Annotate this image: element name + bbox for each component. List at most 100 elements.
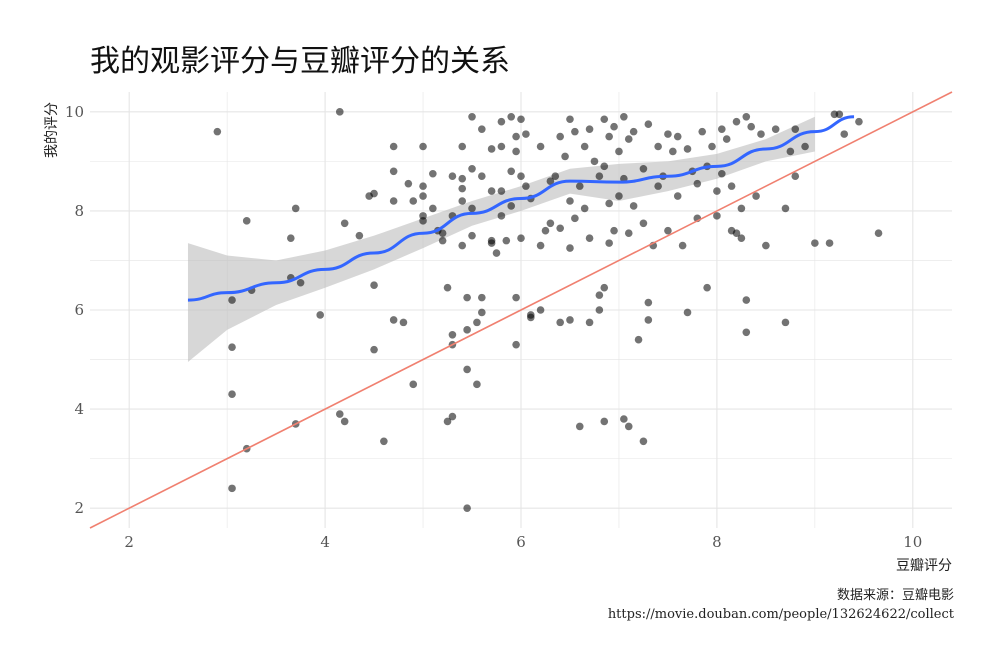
- data-point: [512, 340, 520, 349]
- x-tick-label: 10: [903, 533, 922, 551]
- data-point: [296, 278, 305, 287]
- data-point: [287, 234, 295, 242]
- data-point: [571, 127, 579, 136]
- data-point: [419, 182, 427, 190]
- data-point: [443, 283, 452, 292]
- data-point: [757, 130, 765, 138]
- data-point: [409, 197, 418, 205]
- y-tick-label: 8: [74, 202, 84, 220]
- data-point: [487, 145, 496, 153]
- caption-source: 数据来源：豆瓣电影: [836, 588, 954, 603]
- data-point: [752, 192, 760, 200]
- data-point: [747, 122, 755, 131]
- data-point: [228, 484, 236, 493]
- data-point: [546, 219, 555, 228]
- x-tick-label: 4: [320, 533, 330, 551]
- data-point: [370, 281, 378, 290]
- smooth-trend-line: [187, 115, 855, 302]
- data-point: [575, 182, 584, 190]
- data-point: [722, 135, 731, 143]
- data-point: [683, 145, 692, 153]
- data-point: [742, 296, 751, 304]
- data-point: [624, 229, 633, 238]
- data-point: [791, 125, 800, 133]
- data-point: [737, 234, 746, 242]
- data-point: [566, 115, 574, 124]
- data-point: [629, 127, 638, 136]
- data-point: [595, 291, 604, 299]
- data-point: [429, 169, 437, 178]
- data-point: [335, 410, 344, 418]
- data-point: [517, 234, 525, 242]
- data-point: [389, 167, 398, 176]
- data-point: [624, 422, 633, 431]
- data-point: [536, 306, 545, 314]
- data-point: [713, 212, 721, 220]
- data-point: [801, 142, 809, 151]
- data-point: [228, 296, 236, 304]
- y-axis-title: 我的评分: [44, 102, 60, 158]
- data-point: [438, 229, 447, 238]
- data-point: [811, 239, 819, 247]
- data-points: [213, 108, 883, 512]
- data-point: [512, 293, 520, 302]
- data-point: [546, 177, 555, 185]
- data-point: [380, 437, 388, 446]
- data-point: [585, 125, 594, 133]
- data-point: [370, 345, 378, 354]
- data-point: [502, 236, 511, 245]
- smooth-trend-path: [187, 115, 855, 302]
- data-point: [580, 142, 589, 151]
- data-point: [512, 147, 520, 156]
- data-point: [644, 298, 653, 307]
- data-point: [620, 415, 628, 423]
- data-point: [610, 226, 618, 235]
- data-point: [600, 115, 609, 124]
- data-point: [835, 110, 844, 119]
- data-point: [718, 125, 726, 133]
- data-point: [551, 172, 560, 181]
- data-point: [580, 204, 589, 213]
- data-point: [566, 316, 574, 324]
- reference-line: [89, 91, 953, 529]
- data-point: [463, 504, 471, 512]
- data-point: [605, 132, 613, 141]
- data-point: [874, 229, 883, 238]
- data-point: [370, 189, 378, 198]
- data-point: [556, 224, 564, 233]
- data-point: [786, 147, 795, 156]
- data-point: [463, 326, 471, 334]
- data-point: [242, 217, 251, 225]
- data-point: [654, 182, 662, 190]
- data-point: [448, 330, 457, 339]
- data-point: [571, 214, 579, 223]
- reference-line-y-equals-x: [89, 91, 953, 529]
- data-point: [507, 112, 516, 121]
- data-point: [605, 239, 613, 247]
- data-point: [575, 422, 584, 431]
- data-point: [639, 164, 648, 173]
- caption-url: https://movie.douban.com/people/13262462…: [607, 607, 954, 622]
- data-point: [468, 112, 476, 121]
- data-point: [487, 239, 496, 247]
- data-point: [791, 172, 800, 181]
- data-point: [629, 202, 638, 210]
- y-tick-label: 4: [74, 400, 84, 418]
- y-tick-label: 6: [74, 301, 84, 319]
- data-point: [664, 226, 672, 235]
- data-point: [507, 202, 516, 210]
- data-point: [340, 219, 349, 228]
- data-point: [458, 197, 467, 205]
- data-point: [781, 204, 790, 213]
- data-point: [228, 390, 236, 399]
- data-point: [644, 120, 653, 129]
- data-point: [718, 169, 726, 178]
- data-point: [463, 293, 471, 302]
- data-point: [526, 313, 535, 322]
- data-point: [634, 335, 643, 344]
- data-point: [458, 174, 467, 183]
- data-point: [840, 130, 849, 138]
- data-point: [487, 187, 496, 195]
- data-point: [468, 164, 476, 173]
